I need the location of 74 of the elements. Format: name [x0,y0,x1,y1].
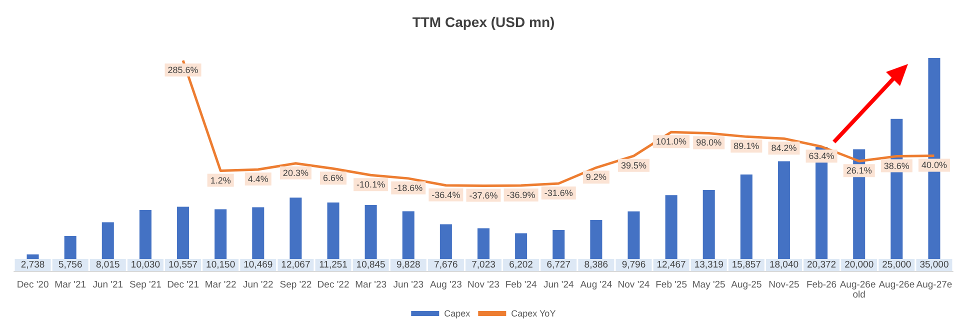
x-tick-label: Aug-25 [731,280,762,290]
data-label: 20,372 [807,260,836,270]
x-tick-label: Feb-26 [806,280,837,290]
data-label: 63.4% [808,151,834,162]
data-label: 38.6% [884,160,910,171]
data-label: 40.0% [921,160,947,170]
data-label: 26.1% [846,166,872,176]
data-label: 10,557 [168,260,198,270]
x-tick-label: Nov '23 [468,280,500,290]
x-tick-label: May '25 [692,280,726,290]
x-tick-label: Sep '21 [129,280,162,290]
data-label: 10,845 [356,260,386,270]
data-label: 9.2% [586,172,606,182]
data-label: 1.2% [210,175,231,186]
data-label: 89.1% [734,141,760,152]
data-label: 20.3% [282,168,308,178]
data-label: 10,469 [244,260,273,270]
data-label: 5,756 [58,260,82,270]
x-tick-label: Aug '24 [580,280,612,290]
data-label: 25,000 [882,260,912,270]
x-tick-label: Jun '23 [393,280,424,290]
data-label: 11,251 [319,260,348,270]
data-label: 10,150 [206,260,236,270]
x-tick-label: Aug-26e [878,280,915,290]
data-label: -36.9% [506,190,536,200]
x-tick-label: Mar '21 [54,280,86,290]
legend-label: Capex [444,308,471,318]
x-tick-label: Jun '24 [543,280,574,290]
x-tick-label: Dec '22 [317,280,350,290]
data-label: -36.4% [432,190,460,200]
data-label: 101.0% [656,136,687,147]
data-label: 9,796 [622,260,646,270]
data-label: 2,738 [20,260,45,270]
data-label: 20,000 [844,260,874,270]
data-label: 8,015 [96,260,120,270]
chart-title: TTM Capex (USD mn) [412,14,555,30]
x-tick-label: Aug-27e [916,280,952,290]
data-label: 84.2% [771,143,797,154]
x-tick-label: Jun '21 [92,280,124,290]
x-tick-label: Feb '24 [505,280,537,290]
data-label: 285.6% [168,65,198,76]
x-tick-label: Jun '22 [242,280,274,290]
x-tick-label: Mar '22 [204,280,236,290]
x-tick-label: Aug '23 [430,280,462,290]
data-label: 12,067 [281,260,310,270]
data-label: -10.1% [356,180,386,190]
x-tick-label: Feb '25 [656,280,687,290]
x-tick-label: Nov '24 [618,280,650,290]
x-tick-label: Mar '23 [355,280,387,290]
x-tick-label: Dec '20 [16,280,49,290]
data-label: 98.0% [696,138,722,148]
data-label: 39.5% [620,160,647,170]
data-label: 13,319 [694,260,724,270]
data-label: 35,000 [920,260,949,270]
data-label: 7,023 [472,260,496,270]
x-tick-label: Aug-26e old [840,280,878,300]
data-label: -37.6% [469,190,498,200]
data-label: 4.4% [248,174,268,184]
x-tick-label: Dec '21 [167,280,199,290]
data-label: 18,040 [769,260,799,270]
data-label: 6,727 [546,260,571,270]
x-tick-label: Sep '22 [280,280,312,290]
legend-label: Capex YoY [511,308,556,318]
data-label: 6.6% [323,173,344,184]
data-label: -18.6% [394,182,423,193]
data-label: 12,467 [656,260,686,270]
data-label: 7,676 [434,260,458,270]
data-label: 10,030 [130,260,160,270]
data-label: 6,202 [509,260,533,270]
data-label: 15,857 [732,260,761,270]
x-tick-label: Nov-25 [768,280,800,290]
data-label: 9,828 [396,260,420,270]
data-label: -31.6% [544,188,573,198]
data-label: 8,386 [584,260,608,270]
